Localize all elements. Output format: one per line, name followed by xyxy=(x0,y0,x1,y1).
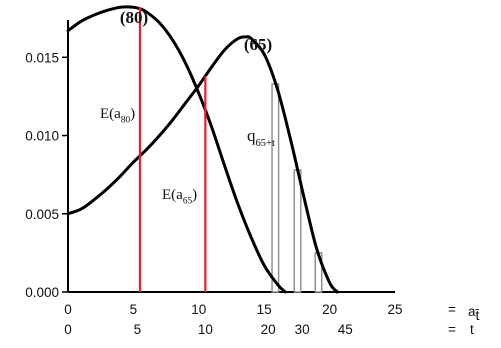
x-tick-label-t: 10 xyxy=(198,322,213,337)
x-tick-label-a: 5 xyxy=(130,302,138,317)
x-tick-label-a: 20 xyxy=(322,302,337,317)
y-tick-label: 0.005 xyxy=(25,207,59,222)
expectation-lines xyxy=(138,7,207,292)
survival-bar-label: q65+t xyxy=(247,126,275,149)
expectation-label-80: E(a80) xyxy=(100,106,135,126)
expectation-label-65: E(a65) xyxy=(162,187,197,207)
x-axis-a-equals: = xyxy=(448,302,456,317)
survival-bar xyxy=(271,83,280,293)
axes: 0.000 0.005 0.010 0.015 0 5 10 15 20 25 0 5 10 20 30 45… xyxy=(25,20,480,337)
y-tick-label: 0.010 xyxy=(25,129,59,144)
x-tick-label-a: 25 xyxy=(387,302,402,317)
x-tick-label-t: 5 xyxy=(134,322,142,337)
x-axis-t-label: t xyxy=(470,322,474,337)
x-tick-label-t: 0 xyxy=(64,322,72,337)
series-line-65 xyxy=(66,35,339,294)
x-axis-a-label: at̄ xyxy=(468,304,480,323)
x-tick-label-a: 0 xyxy=(64,302,72,317)
curve-label-65: (65) xyxy=(244,35,272,54)
y-tick-label: 0.000 xyxy=(25,285,59,300)
y-tick-label: 0.015 xyxy=(25,50,59,65)
survival-bars xyxy=(271,83,323,293)
survival-bar xyxy=(293,169,302,293)
curve-label-80: (80) xyxy=(120,8,148,27)
series-group xyxy=(66,5,339,294)
series-line-80 xyxy=(66,5,287,294)
x-tick-label-t: 20 xyxy=(261,322,276,337)
annotations: (80) (65) E(a80) E(a65) q65+t xyxy=(100,8,275,207)
x-axis-t-equals: = xyxy=(448,322,456,337)
x-tick-label-t: 45 xyxy=(338,322,353,337)
x-tick-label-a: 15 xyxy=(257,302,272,317)
x-tick-label-a: 10 xyxy=(191,302,206,317)
x-tick-label-t: 30 xyxy=(295,322,310,337)
